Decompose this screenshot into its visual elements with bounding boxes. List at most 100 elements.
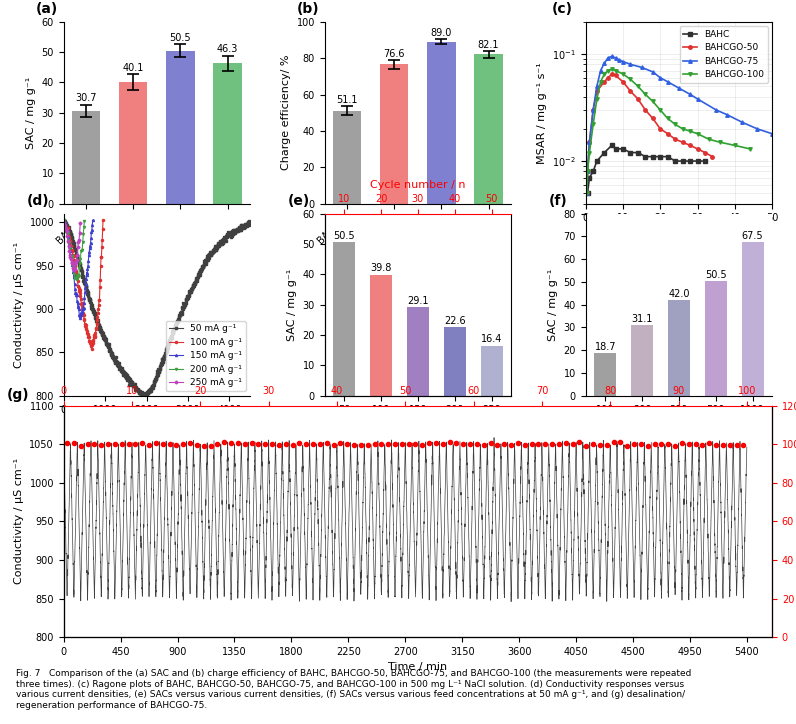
BAHCGO-75 — [626, 60, 635, 69]
BAHCGO-100 — [633, 82, 642, 90]
Text: 16.4: 16.4 — [481, 334, 502, 345]
BAHCGO-100 — [584, 148, 594, 157]
BAHCGO-100 — [603, 66, 613, 75]
150 mA g⁻¹ — [85, 241, 95, 250]
Bar — [481, 346, 502, 395]
150 mA g⁻¹ — [76, 311, 85, 320]
BAHC — [670, 156, 680, 165]
Text: (f): (f) — [548, 193, 568, 208]
250 mA g⁻¹ — [65, 253, 75, 261]
Text: 89.0: 89.0 — [431, 28, 452, 38]
BAHCGO-50 — [599, 77, 609, 86]
BAHCGO-100 — [611, 66, 620, 75]
Bar — [631, 325, 653, 395]
BAHCGO-50 — [655, 125, 665, 133]
BAHCGO-75 — [582, 189, 591, 198]
Text: 18.7: 18.7 — [595, 342, 616, 352]
50 mA g⁻¹ — [154, 364, 163, 373]
X-axis label: Time / min: Time / min — [388, 662, 447, 673]
Text: 22.6: 22.6 — [444, 316, 466, 326]
BAHCGO-100 — [648, 97, 657, 106]
Text: 76.6: 76.6 — [384, 49, 405, 59]
Bar — [334, 243, 355, 395]
250 mA g⁻¹ — [71, 260, 80, 269]
250 mA g⁻¹ — [66, 254, 76, 263]
Line: BAHCGO-100: BAHCGO-100 — [585, 67, 751, 195]
Y-axis label: MSAR / mg g⁻¹ s⁻¹: MSAR / mg g⁻¹ s⁻¹ — [537, 62, 547, 164]
BAHCGO-50 — [663, 130, 673, 138]
Legend: BAHC, BAHCGO-50, BAHCGO-75, BAHCGO-100: BAHC, BAHCGO-50, BAHCGO-75, BAHCGO-100 — [680, 26, 767, 83]
BAHCGO-75 — [599, 59, 609, 67]
BAHC — [655, 152, 665, 161]
250 mA g⁻¹ — [61, 225, 71, 234]
BAHC — [633, 148, 642, 157]
BAHCGO-50 — [693, 145, 702, 153]
BAHC — [588, 167, 598, 176]
Y-axis label: SAC / mg g⁻¹: SAC / mg g⁻¹ — [287, 269, 297, 341]
Line: 200 mA g⁻¹: 200 mA g⁻¹ — [63, 219, 85, 280]
200 mA g⁻¹ — [79, 223, 88, 232]
BAHCGO-50 — [583, 167, 592, 176]
BAHCGO-100 — [663, 114, 673, 123]
Text: 42.0: 42.0 — [668, 289, 689, 299]
BAHCGO-75 — [685, 90, 695, 98]
BAHCGO-100 — [599, 70, 609, 78]
Text: (a): (a) — [36, 1, 58, 16]
200 mA g⁻¹ — [76, 254, 85, 263]
Text: (c): (c) — [552, 1, 573, 16]
150 mA g⁻¹ — [88, 216, 97, 224]
Bar — [213, 63, 242, 203]
Line: 250 mA g⁻¹: 250 mA g⁻¹ — [63, 221, 81, 271]
200 mA g⁻¹ — [68, 263, 78, 272]
250 mA g⁻¹ — [64, 242, 73, 251]
Line: 150 mA g⁻¹: 150 mA g⁻¹ — [63, 219, 94, 319]
BAHCGO-50 — [584, 138, 594, 146]
200 mA g⁻¹ — [74, 272, 84, 280]
200 mA g⁻¹ — [76, 247, 86, 256]
200 mA g⁻¹ — [60, 221, 69, 230]
Bar — [668, 300, 690, 395]
BAHCGO-50 — [685, 141, 695, 150]
Bar — [72, 111, 100, 203]
BAHCGO-75 — [738, 118, 747, 127]
Text: Fig. 7   Comparison of the (a) SAC and (b) charge efficiency of BAHC, BAHCGO-50,: Fig. 7 Comparison of the (a) SAC and (b)… — [16, 669, 691, 710]
Text: 31.1: 31.1 — [631, 313, 653, 324]
200 mA g⁻¹ — [62, 227, 72, 236]
BAHCGO-50 — [588, 106, 598, 114]
BAHCGO-100 — [745, 145, 755, 153]
200 mA g⁻¹ — [66, 253, 76, 262]
BAHC — [648, 152, 657, 161]
150 mA g⁻¹ — [71, 288, 80, 297]
Legend: 50 mA g⁻¹, 100 mA g⁻¹, 150 mA g⁻¹, 200 mA g⁻¹, 250 mA g⁻¹: 50 mA g⁻¹, 100 mA g⁻¹, 150 mA g⁻¹, 200 m… — [166, 321, 246, 391]
BAHC — [618, 145, 628, 153]
X-axis label: SAC / mg g⁻¹: SAC / mg g⁻¹ — [643, 229, 715, 239]
BAHCGO-100 — [704, 135, 713, 143]
BAHCGO-75 — [615, 56, 624, 64]
BAHCGO-75 — [607, 52, 617, 61]
BAHCGO-75 — [767, 130, 777, 138]
200 mA g⁻¹ — [65, 243, 75, 252]
100 mA g⁻¹ — [96, 276, 105, 285]
BAHCGO-75 — [592, 82, 602, 90]
Text: (b): (b) — [297, 1, 319, 16]
BAHC — [584, 173, 594, 182]
250 mA g⁻¹ — [72, 251, 82, 259]
250 mA g⁻¹ — [62, 226, 72, 235]
Text: 30.7: 30.7 — [76, 93, 97, 103]
250 mA g⁻¹ — [68, 264, 78, 272]
200 mA g⁻¹ — [67, 252, 76, 261]
50 mA g⁻¹ — [115, 366, 125, 374]
200 mA g⁻¹ — [78, 238, 88, 247]
Text: 39.8: 39.8 — [370, 264, 392, 274]
Y-axis label: SAC / mg g⁻¹: SAC / mg g⁻¹ — [26, 77, 36, 149]
Line: 50 mA g⁻¹: 50 mA g⁻¹ — [63, 219, 252, 398]
BAHCGO-75 — [596, 66, 606, 75]
100 mA g⁻¹ — [87, 345, 96, 353]
Y-axis label: Conductivity / μS cm⁻¹: Conductivity / μS cm⁻¹ — [14, 458, 24, 584]
50 mA g⁻¹ — [245, 217, 255, 226]
BAHC — [700, 156, 710, 165]
Bar — [334, 111, 361, 203]
250 mA g⁻¹ — [72, 256, 81, 264]
X-axis label: Cycle number / n: Cycle number / n — [370, 180, 466, 190]
BAHCGO-75 — [712, 106, 721, 114]
